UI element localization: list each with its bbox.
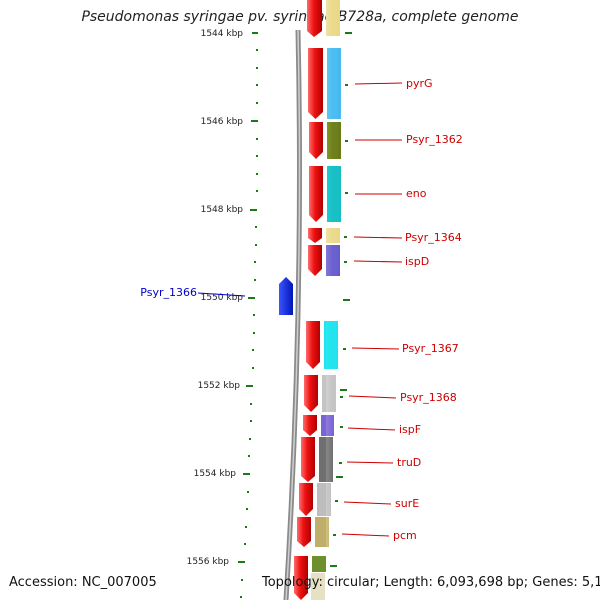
gene-labels: pyrG Psyr_1362 eno Psyr_1364 ispD Psyr_1…	[140, 77, 462, 542]
scale-label: 1550 kbp	[201, 293, 244, 303]
gene-label-truD[interactable]: truD	[397, 456, 421, 469]
scale-tick	[251, 120, 258, 122]
scale-tick	[248, 455, 250, 457]
scale-tick	[241, 579, 243, 581]
gene-box	[315, 517, 329, 547]
forward-gene-arrow[interactable]	[308, 48, 323, 119]
scale-tick	[248, 297, 255, 299]
forward-gene-arrow[interactable]	[308, 245, 322, 276]
gene-label-pcm[interactable]: pcm	[393, 529, 417, 542]
scale-tick	[252, 367, 254, 369]
scale-label: 1546 kbp	[201, 117, 244, 127]
scale-labels: 1544 kbp 1546 kbp 1548 kbp 1550 kbp 1552…	[187, 29, 244, 567]
gene-label-psyr-1367[interactable]: Psyr_1367	[402, 342, 459, 355]
scale-tick	[243, 473, 250, 475]
scale-tick	[256, 67, 258, 69]
scale-tick	[246, 508, 248, 510]
scale-tick	[255, 244, 257, 246]
scale-label: 1552 kbp	[198, 381, 241, 391]
gene-label-psyr-1366[interactable]: Psyr_1366	[140, 286, 197, 299]
scale-tick	[246, 385, 253, 387]
scale-tick	[253, 314, 255, 316]
gene-label-ispD[interactable]: ispD	[405, 255, 429, 268]
box-sheen	[326, 0, 340, 600]
gene-category-boxes	[311, 0, 341, 600]
scale-tick	[256, 173, 258, 175]
scale-tick	[255, 226, 257, 228]
forward-gene-arrow[interactable]	[304, 375, 318, 412]
scale-tick	[245, 526, 247, 528]
genome-backbone-highlight	[285, 29, 301, 600]
gene-label-surE[interactable]: surE	[395, 497, 419, 510]
scale-tick	[253, 332, 255, 334]
scale-tick	[256, 49, 258, 51]
reverse-gene-arrow[interactable]	[279, 277, 293, 315]
gene-label-eno[interactable]: eno	[406, 187, 427, 200]
scale-tick	[254, 261, 256, 263]
gene-box	[311, 573, 325, 600]
scale-tick	[256, 84, 258, 86]
scale-ticks	[238, 32, 258, 598]
scale-tick	[252, 32, 258, 34]
forward-gene-arrow[interactable]	[294, 556, 308, 600]
forward-gene-arrow[interactable]	[299, 483, 313, 516]
scale-tick	[256, 138, 258, 140]
scale-tick	[250, 209, 257, 211]
genome-summary: Topology: circular; Length: 6,093,698 bp…	[262, 575, 600, 590]
gene-label-psyr-1368[interactable]: Psyr_1368	[400, 391, 457, 404]
scale-tick	[249, 438, 251, 440]
forward-gene-arrow[interactable]	[308, 228, 322, 243]
scale-label: 1544 kbp	[201, 29, 244, 39]
scale-tick	[244, 543, 246, 545]
scale-tick	[256, 155, 258, 157]
scale-tick	[250, 420, 252, 422]
gene-label-ispF[interactable]: ispF	[399, 423, 421, 436]
gene-label-pyrG[interactable]: pyrG	[406, 77, 433, 90]
label-leaders	[197, 82, 403, 537]
forward-gene-arrow[interactable]	[301, 437, 315, 482]
scale-tick	[254, 279, 256, 281]
forward-gene-arrow[interactable]	[306, 321, 320, 369]
gene-label-psyr-1364[interactable]: Psyr_1364	[405, 231, 462, 244]
forward-gene-arrow[interactable]	[297, 517, 311, 547]
forward-gene-arrow[interactable]	[309, 166, 323, 222]
forward-gene-arrow[interactable]	[307, 0, 322, 37]
scale-tick	[247, 491, 249, 493]
scale-tick	[256, 190, 258, 192]
scale-tick	[256, 102, 258, 104]
forward-strand-genes	[294, 0, 323, 600]
scale-tick	[250, 403, 252, 405]
forward-gene-arrow[interactable]	[309, 122, 323, 159]
accession-text: Accession: NC_007005	[9, 575, 157, 590]
forward-gene-arrow[interactable]	[303, 415, 317, 436]
scale-label: 1556 kbp	[187, 557, 230, 567]
scale-label: 1548 kbp	[201, 205, 244, 215]
scale-label: 1554 kbp	[194, 469, 237, 479]
map-title: Pseudomonas syringae pv. syringae B728a,…	[81, 9, 519, 25]
gene-box	[312, 556, 326, 572]
gene-label-psyr-1362[interactable]: Psyr_1362	[406, 133, 463, 146]
scale-tick	[252, 349, 254, 351]
scale-tick	[240, 596, 242, 598]
scale-tick	[238, 561, 245, 563]
